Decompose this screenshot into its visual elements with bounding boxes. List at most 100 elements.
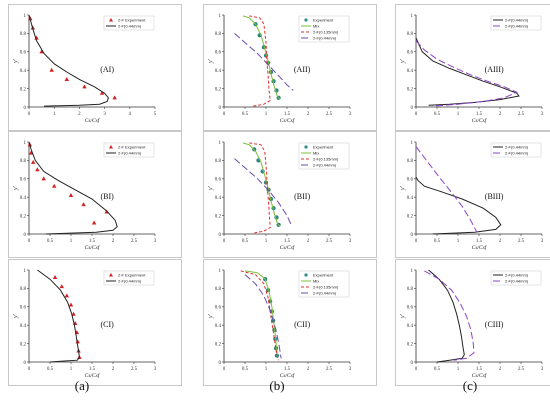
x-tick-label: 2 xyxy=(307,239,310,244)
x-tick-label: 2.5 xyxy=(131,367,138,372)
series-line-1 xyxy=(28,141,118,235)
series-line-1 xyxy=(415,40,519,107)
y-tick-label: 0.6 xyxy=(407,178,414,183)
legend-label: 2-F(0.135mm) xyxy=(313,285,339,290)
column-label-a: (a) xyxy=(74,378,90,393)
chart-panel-bi: 0 0.5 1 1.5 2 2.5 3 0 0.2 0.4 0.6 0.8 1 Cs/Csf y' 2-F E… xyxy=(8,131,182,258)
x-tick-label: 2.5 xyxy=(518,239,525,244)
series-line-2 xyxy=(249,142,271,234)
legend-label: 2-F(0.44mm) xyxy=(505,151,529,156)
series-line-1 xyxy=(244,270,279,358)
y-axis-label: y' xyxy=(208,313,214,319)
chart-panel-aii: 0 0.5 1 1.5 2 2.5 3 0 0.2 0.4 0.6 0.8 1 Cs/Csf y' Exper… xyxy=(203,4,377,131)
legend-label: 2-F(0.44mm) xyxy=(505,273,529,278)
x-tick-label: 1.5 xyxy=(476,367,483,372)
panel-label: (CIII) xyxy=(485,320,504,329)
chart-panel-biii: 0 0.5 1 1.5 2 2.5 3 0 0.2 0.4 0.6 0.8 1 Cs/Csf y' 2-F(0… xyxy=(395,131,550,258)
legend-swatch xyxy=(109,145,113,149)
x-axis-label: Cs/Csf xyxy=(472,117,488,124)
y-tick-label: 0.2 xyxy=(20,342,27,347)
y-tick-label: 1 xyxy=(411,269,414,274)
x-axis-label: Cs/Csf xyxy=(472,244,488,251)
chart-svg-ci: 0 0.5 1 1.5 2 2.5 3 0 0.2 0.4 0.6 0.8 1 Cs/Csf y' 2-F E… xyxy=(13,269,157,379)
x-tick-label: 1.5 xyxy=(284,239,291,244)
x-tick-label: 0 xyxy=(223,112,226,117)
x-tick-label: 0 xyxy=(223,367,226,372)
data-point-triangle xyxy=(75,339,80,344)
data-point-triangle xyxy=(64,77,69,81)
y-tick-label: 0.4 xyxy=(20,69,27,74)
x-tick-label: 2 xyxy=(112,367,115,372)
x-tick-label: 2 xyxy=(112,239,115,244)
x-tick-label: 4 xyxy=(129,112,132,117)
x-tick-label: 0 xyxy=(28,112,31,117)
y-tick-label: 0.4 xyxy=(20,196,27,201)
y-tick-label: 0.8 xyxy=(20,159,27,164)
y-tick-label: 0.4 xyxy=(215,196,222,201)
x-tick-label: 2 xyxy=(499,239,502,244)
y-tick-label: 0.6 xyxy=(215,306,222,311)
y-tick-label: 0 xyxy=(219,106,222,111)
y-tick-label: 0.4 xyxy=(407,196,414,201)
legend-label: Experiment xyxy=(313,273,334,278)
x-tick-label: 3 xyxy=(541,112,544,117)
x-tick-label: 3 xyxy=(349,367,352,372)
legend-label: 2-F(0.135mm) xyxy=(313,30,339,35)
legend-swatch xyxy=(304,145,308,149)
y-tick-label: 0.8 xyxy=(215,159,222,164)
x-tick-label: 2.5 xyxy=(326,112,333,117)
x-tick-label: 1 xyxy=(70,367,73,372)
x-tick-label: 3 xyxy=(154,239,157,244)
x-tick-label: 2 xyxy=(307,367,310,372)
panel-label: (AIII) xyxy=(485,65,504,74)
chart-panel-ci: 0 0.5 1 1.5 2 2.5 3 0 0.2 0.4 0.6 0.8 1 Cs/Csf y' 2-F E… xyxy=(8,259,182,386)
y-tick-label: 0.2 xyxy=(215,214,222,219)
y-tick-label: 1 xyxy=(219,269,222,274)
legend-label: 2-F Experiment xyxy=(118,18,146,23)
series-line-1 xyxy=(242,15,281,100)
chart-panel-aiii: 0 0.5 1 1.5 2 2.5 3 0 0.2 0.4 0.6 0.8 1 Cs/Csf y' 2-F(0… xyxy=(395,4,550,131)
y-tick-label: 0.6 xyxy=(407,51,414,56)
legend-label: 2-F(0.44mm) xyxy=(118,279,142,284)
x-tick-label: 1 xyxy=(265,112,268,117)
x-tick-label: 5 xyxy=(154,112,157,117)
y-tick-label: 1 xyxy=(219,141,222,146)
y-tick-label: 0.2 xyxy=(20,87,27,92)
y-tick-label: 0.6 xyxy=(20,51,27,56)
y-tick-label: 0.2 xyxy=(407,214,414,219)
y-tick-label: 0.6 xyxy=(20,178,27,183)
legend-swatch xyxy=(109,18,113,22)
chart-svg-ciii: 0 0.5 1 1.5 2 2.5 3 0 0.2 0.4 0.6 0.8 1 Cs/Csf y' 2-F(0… xyxy=(400,269,544,379)
y-axis-label: y' xyxy=(400,58,406,64)
y-axis-label: y' xyxy=(13,313,19,319)
x-tick-label: 0.5 xyxy=(242,367,249,372)
x-tick-label: 2 xyxy=(499,112,502,117)
x-axis-label: Cs/Csf xyxy=(85,117,101,124)
column-label-c: (c) xyxy=(462,378,478,393)
series-line-1 xyxy=(37,269,80,363)
legend-label: 2-F Experiment xyxy=(118,145,146,150)
y-axis-label: y' xyxy=(208,58,214,64)
x-tick-label: 1.5 xyxy=(476,239,483,244)
x-tick-label: 0.5 xyxy=(434,239,441,244)
y-tick-label: 0.2 xyxy=(215,342,222,347)
data-point-triangle xyxy=(35,167,40,172)
x-tick-label: 0.5 xyxy=(47,239,54,244)
legend-swatch xyxy=(304,18,308,22)
panel-label: (AI) xyxy=(100,65,114,74)
data-point-triangle xyxy=(52,183,57,188)
data-point-triangle xyxy=(68,192,74,197)
y-tick-label: 0.8 xyxy=(407,32,414,37)
legend-box xyxy=(490,15,542,31)
y-tick-label: 0 xyxy=(411,361,414,366)
x-tick-label: 0 xyxy=(415,112,418,117)
x-tick-label: 1.5 xyxy=(89,239,96,244)
legend-label: 2-F Experiment xyxy=(118,273,146,278)
x-tick-label: 3 xyxy=(154,367,157,372)
legend-label: 2-F(0.44mm) xyxy=(313,291,337,296)
y-tick-label: 0.2 xyxy=(20,214,27,219)
y-tick-label: 0 xyxy=(219,233,222,238)
panel-label: (CII) xyxy=(294,320,310,329)
legend-label: 2-F(0.44mm) xyxy=(505,279,529,284)
legend-label: Mix xyxy=(313,151,319,156)
